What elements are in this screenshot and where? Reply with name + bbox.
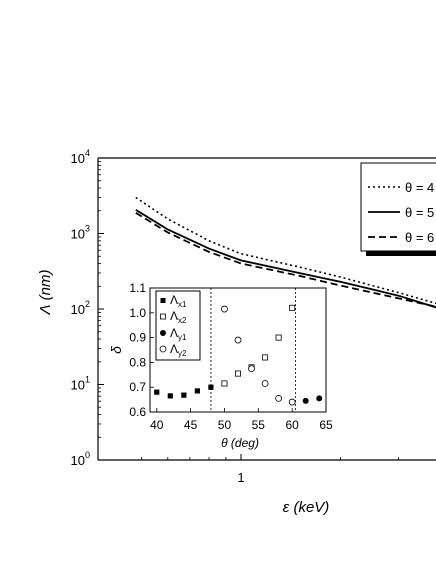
main-x-axis-unit: (keV) [293,499,329,516]
legend-marker-x2 [160,313,166,320]
main-y-tick-label: 101 [71,375,90,393]
inset-point-x2 [262,354,269,361]
main-y-tick-label: 104 [71,148,90,166]
legend-label-x1: Λx1 [170,293,187,309]
tick-base: 10 [71,453,85,468]
inset-point-y2 [248,365,255,373]
legend-label-y2: Λy2 [170,342,187,358]
inset-x-tick-label: 55 [252,418,266,432]
inset-y-tick-label: 0.6 [129,405,146,419]
tick-base: 10 [71,227,85,242]
inset-frame [149,287,327,413]
inset-point-y2 [221,305,228,313]
inset-point-x1 [194,388,200,394]
legend-marker-y1 [160,330,166,336]
main-series [135,196,436,309]
tick-base: 10 [71,151,85,166]
inset-y-axis-label: δ [108,346,124,354]
inset-x-axis-label: θ (deg) [221,436,259,450]
inset-point-x2 [275,334,282,341]
main-series-line-4 [135,196,436,305]
inset-y-tick-label: 0.9 [129,331,146,345]
inset-x-tick-label: 40 [150,418,164,432]
inset-point-x2 [234,370,241,377]
inset-point-x1 [167,393,173,399]
tick-exponent: 2 [85,299,90,309]
inset-point-y2 [261,380,269,387]
main-y-tick-label: 103 [71,224,90,242]
inset-point-y2 [288,398,296,406]
inset-points [154,304,323,406]
legend-label-theta4: θ = 4 [405,180,434,195]
main-y-tick-label: 102 [71,299,90,317]
inset-x-axis-unit: (deg) [231,436,259,450]
tick-exponent: 0 [85,450,90,460]
legend-label-theta6: θ = 6 [405,230,434,245]
legend-label-theta5: θ = 5 [405,205,434,220]
inset-point-x1 [208,384,214,390]
inset-point-y2 [275,394,283,402]
inset-plot: 40 45 50 55 60 65 0.6 0.7 0.8 0.9 1.0 1.1 θ (deg) δ… [108,281,333,450]
inset-y-tick-label: 0.8 [129,355,146,369]
legend-marker-x1 [160,298,166,303]
main-ticks [98,157,399,461]
inset-point-x2 [221,380,228,387]
inset-point-x1 [181,392,187,398]
inset-point-x2 [289,304,296,311]
main-legend: θ = 4 θ = 5 θ = 6 [360,162,436,256]
main-x-tick-label: 1 [237,470,244,485]
main-x-axis-symbol: ε [283,499,290,516]
inset-x-tick-label: 65 [319,418,333,432]
inset-y-tick-label: 1.1 [129,281,146,295]
main-series-line-6 [135,212,436,308]
legend-label-x2: Λx2 [170,309,187,325]
legend-marker-y2 [159,345,167,353]
main-y-tick-label: 100 [71,450,90,468]
main-y-axis-unit: (nm) [37,269,54,300]
legend-label-y1: Λy1 [170,326,187,342]
inset-x-tick-label: 60 [285,418,299,432]
main-series-line-5 [135,209,436,309]
inset-point-y1 [316,395,323,402]
main-y-axis-label: Λ (nm) [37,269,54,315]
tick-base: 10 [71,302,85,317]
tick-exponent: 1 [85,375,90,385]
inset-vlines [210,288,296,412]
inset-x-tick-label: 50 [218,418,232,432]
inset-x-tick-label: 45 [184,418,198,432]
inset-y-tick-label: 0.7 [129,380,146,394]
inset-legend: Λx1 Λx2 Λy1 Λy2 [155,290,201,361]
inset-y-tick-label: 1.0 [129,306,146,320]
main-y-axis-symbol: Λ [37,304,54,315]
inset-point-x1 [154,389,160,395]
tick-base: 10 [71,378,85,393]
inset-x-axis-symbol: θ [221,436,228,450]
inset-point-y1 [302,397,309,404]
inset-point-y2 [234,336,242,344]
tick-exponent: 4 [85,148,90,158]
tick-exponent: 3 [85,224,90,234]
inset-tick-labels: 40 45 50 55 60 65 0.6 0.7 0.8 0.9 1.0 1.1 [129,281,333,432]
main-x-axis-label: ε (keV) [283,499,330,516]
